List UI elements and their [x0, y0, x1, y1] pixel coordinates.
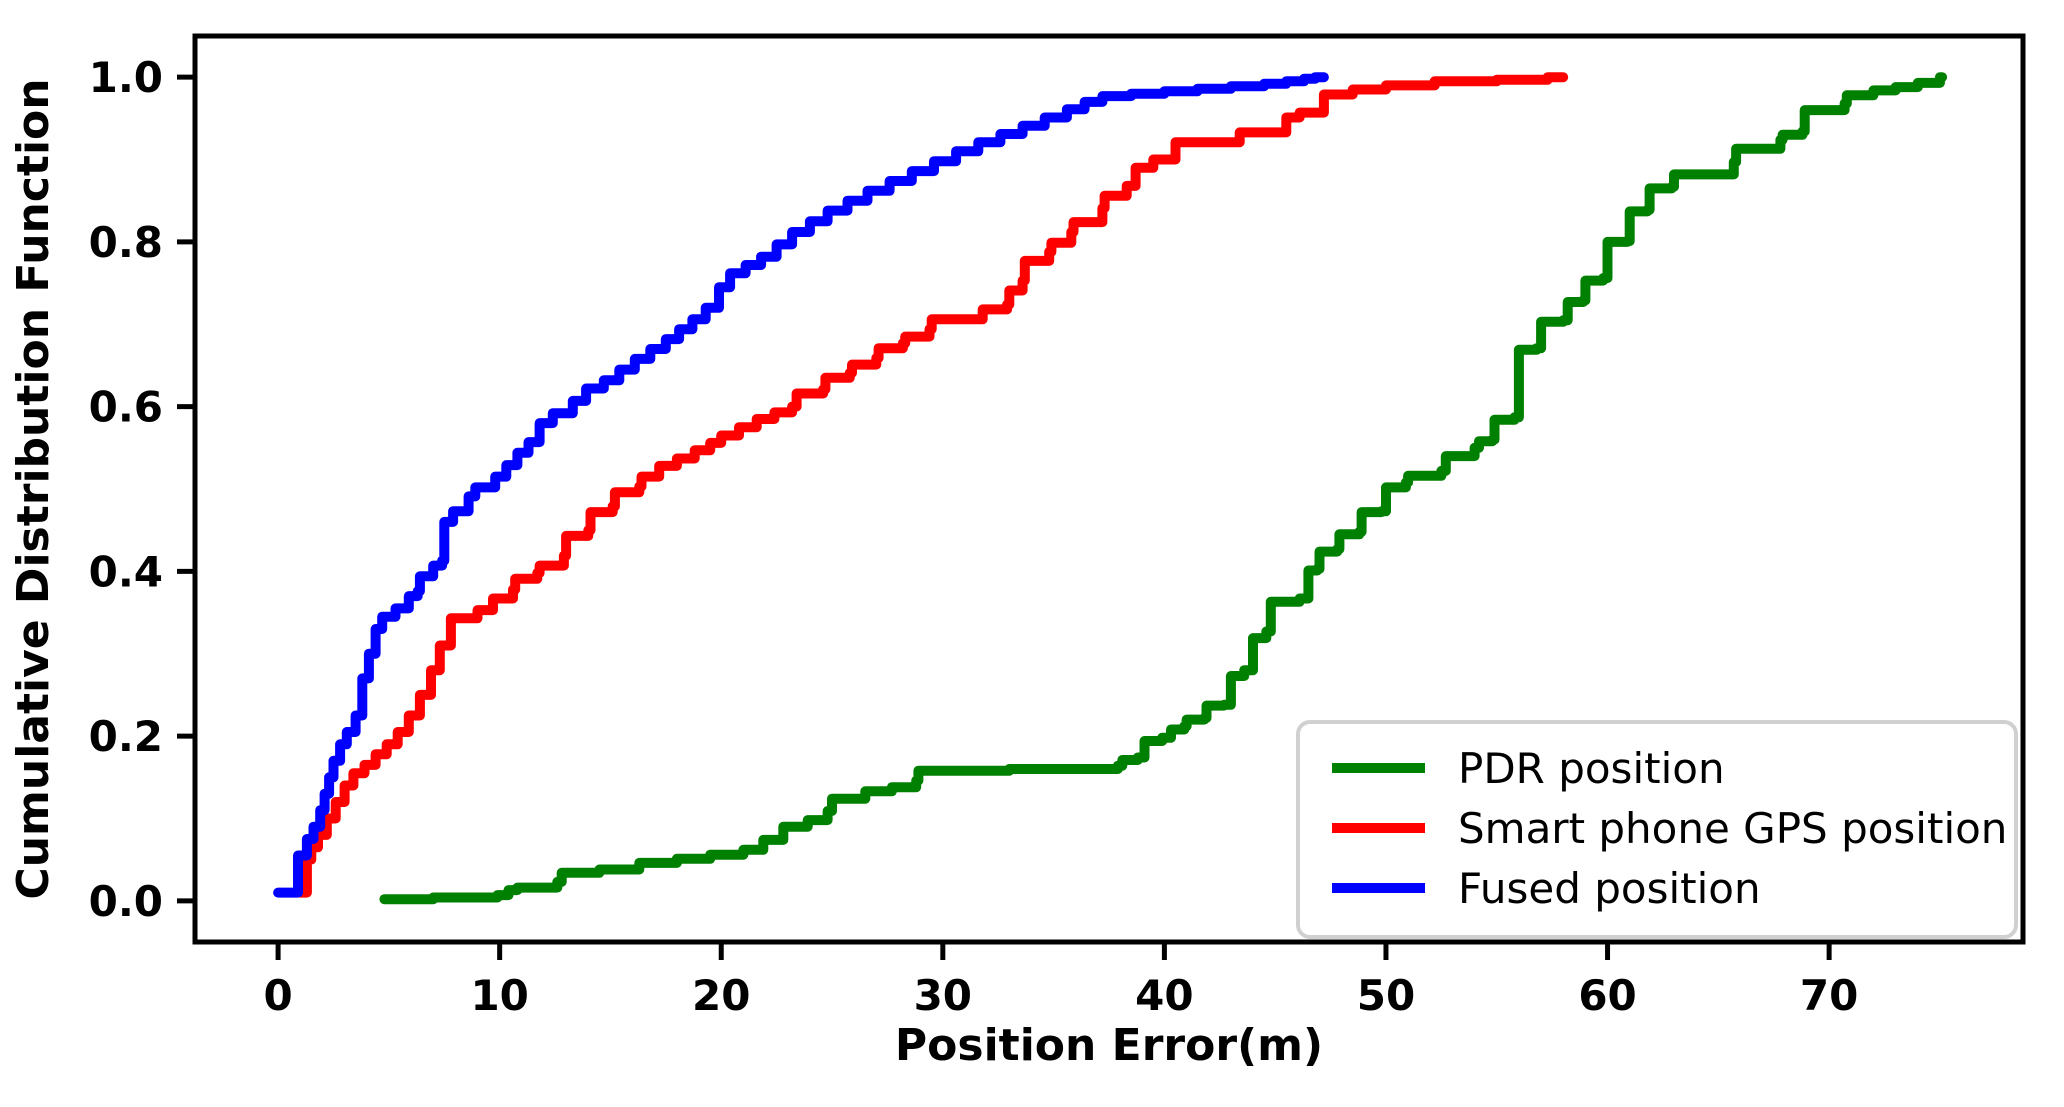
y-tick-label: 0.6 [89, 383, 163, 432]
x-tick-label: 40 [1135, 971, 1193, 1020]
x-tick-label: 60 [1578, 971, 1636, 1020]
fused-position-line [273, 72, 1329, 898]
y-axis-ticks: 0.0 0.2 0.4 0.6 0.8 1.0 [89, 53, 195, 926]
y-tick-label: 1.0 [89, 53, 163, 102]
x-tick-label: 0 [263, 971, 292, 1020]
y-tick-label: 0.4 [89, 547, 163, 596]
y-tick-label: 0.2 [89, 712, 163, 761]
legend: PDR position Smart phone GPS position Fuse… [1296, 720, 2018, 939]
y-tick-label: 0.8 [89, 218, 163, 267]
y-tick-label: 0.0 [89, 877, 163, 926]
x-tick-label: 70 [1800, 971, 1858, 1020]
legend-label: PDR position [1458, 744, 1725, 793]
series-lines [273, 72, 1948, 905]
smart-phone-gps-position-line [295, 72, 1569, 898]
y-axis-label: Cumulative Distribution Function [8, 78, 59, 899]
x-axis-label: Position Error(m) [895, 1020, 1323, 1071]
x-axis-ticks: 0 10 20 30 40 50 60 70 [263, 942, 1858, 1020]
x-tick-label: 50 [1357, 971, 1415, 1020]
x-tick-label: 30 [914, 971, 972, 1020]
x-tick-label: 10 [470, 971, 528, 1020]
legend-box [1296, 720, 2018, 939]
legend-label: Smart phone GPS position [1458, 804, 2007, 853]
legend-label: Fused position [1458, 864, 1761, 913]
pdr-position-line [379, 72, 1948, 905]
x-tick-label: 20 [692, 971, 750, 1020]
